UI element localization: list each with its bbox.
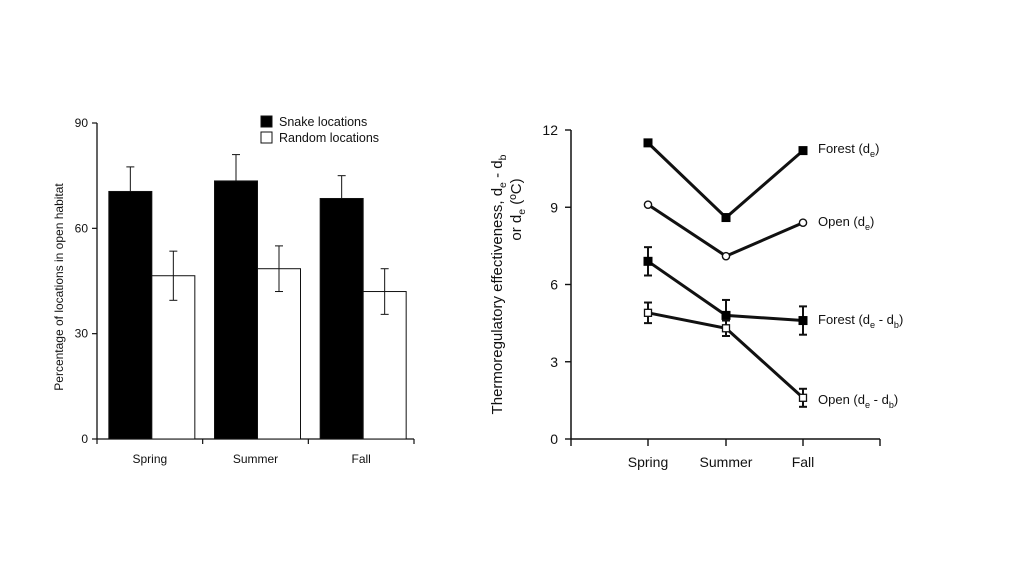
marker-open-square <box>798 393 808 402</box>
y-tick-label-right: 12 <box>542 122 558 138</box>
legend-label: Random locations <box>279 131 379 145</box>
marker-open-circle <box>798 218 808 227</box>
x-tick-label-right: Summer <box>700 454 753 470</box>
y-tick-label-left: 90 <box>75 116 89 130</box>
marker-open-square <box>721 324 731 333</box>
subscript-text: b <box>889 400 894 410</box>
bar-random <box>362 291 407 440</box>
subscript-text: e <box>865 400 870 410</box>
series-label: Open (de - db) <box>818 392 898 410</box>
y-tick-label-right: 0 <box>550 431 558 447</box>
label-text: ) <box>894 392 898 407</box>
bar-snake <box>319 197 364 440</box>
legend-label: Snake locations <box>279 115 367 129</box>
y-tick-label-left: 60 <box>75 221 89 235</box>
legend-swatch <box>260 115 273 128</box>
bar-random <box>151 275 196 440</box>
x-tick-label-left: Spring <box>132 452 167 466</box>
marker-open-square <box>643 308 653 317</box>
y-axis-title-right-line2: or de (ºC) <box>508 178 528 240</box>
x-tick-label-right: Fall <box>792 454 815 470</box>
subscript-text: e <box>870 320 875 330</box>
series-label: Forest (de - db) <box>818 312 903 330</box>
subscript-text: e <box>870 149 875 159</box>
x-tick-label-right: Spring <box>628 454 668 470</box>
label-text: ) <box>875 141 879 156</box>
subscript-text: e <box>516 209 528 215</box>
marker-filled-square <box>643 138 653 148</box>
marker-filled-square <box>643 256 653 266</box>
marker-filled-square <box>798 146 808 156</box>
label-text: - d <box>875 312 894 327</box>
subscript-text: b <box>497 154 509 160</box>
label-text: (ºC) <box>508 178 525 208</box>
label-text: Forest (d <box>818 312 870 327</box>
marker-open-circle <box>721 251 731 261</box>
subscript-text: e <box>497 182 509 188</box>
series-line <box>647 203 804 258</box>
y-axis-title-right-line1: Thermoregulatory effectiveness, de - db <box>489 154 509 414</box>
label-text: Open (d <box>818 214 865 229</box>
y-tick-label-left: 0 <box>81 432 88 446</box>
x-tick-label-left: Fall <box>351 452 370 466</box>
marker-filled-square <box>721 310 731 320</box>
label-text: ) <box>870 214 874 229</box>
x-tick-label-left: Summer <box>233 452 278 466</box>
series-label: Open (de) <box>818 214 874 232</box>
bar-snake <box>108 190 153 440</box>
subscript-text: e <box>865 222 870 232</box>
label-text: or d <box>508 215 525 241</box>
y-tick-label-right: 3 <box>550 354 558 370</box>
subscript-text: b <box>894 320 899 330</box>
y-tick-label-right: 6 <box>550 277 558 293</box>
label-text: - d <box>870 392 889 407</box>
series-line <box>646 141 804 220</box>
legend-swatch <box>260 131 273 144</box>
marker-open-circle <box>643 200 653 209</box>
y-axis-title-left: Percentage of locations in open habitat <box>52 183 66 391</box>
label-text: Open (d <box>818 392 865 407</box>
label-text: - d <box>489 160 506 182</box>
bar-random <box>257 268 301 440</box>
label-text: ) <box>899 312 903 327</box>
marker-filled-square <box>798 316 808 326</box>
label-text: Forest (d <box>818 141 870 156</box>
y-tick-label-right: 9 <box>550 199 558 215</box>
label-text: Thermoregulatory effectiveness, d <box>489 188 506 415</box>
y-tick-label-left: 30 <box>75 327 89 341</box>
series-label: Forest (de) <box>818 141 879 159</box>
bar-snake <box>214 180 258 440</box>
marker-filled-square <box>721 213 731 223</box>
